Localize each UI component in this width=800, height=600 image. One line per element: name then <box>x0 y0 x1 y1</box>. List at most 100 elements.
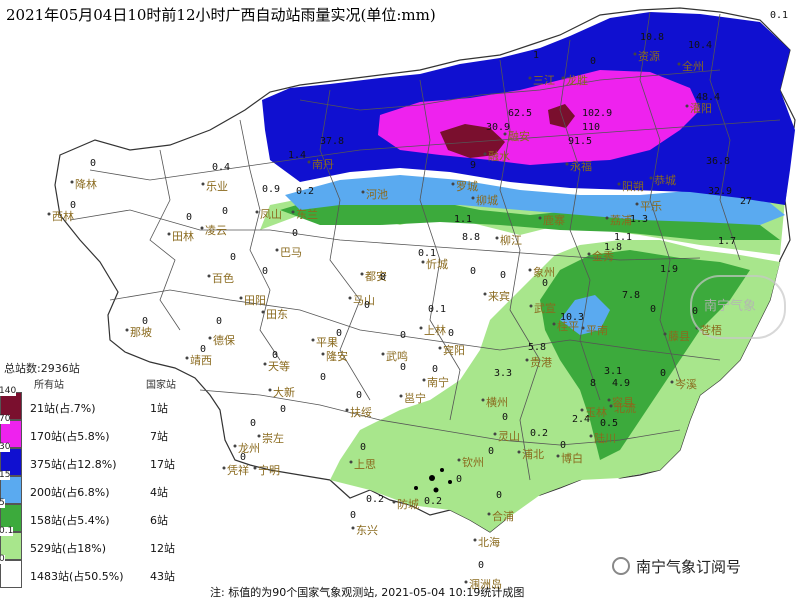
station-dot <box>201 182 205 186</box>
city-label: 都安 <box>365 270 387 283</box>
rainfall-value: 32.9 <box>708 186 733 197</box>
city-label: 岑溪 <box>675 378 697 391</box>
legend-all-count: 375站(占12.8%) <box>30 458 117 471</box>
city-label: 阳朔 <box>622 180 644 193</box>
rainfall-value: 102.9 <box>582 108 613 119</box>
rainfall-value: 1.3 <box>630 214 649 225</box>
rainfall-value: 0 <box>186 212 193 223</box>
rainfall-value: 8.8 <box>462 232 481 243</box>
city-label: 邕宁 <box>404 392 426 405</box>
rainfall-value: 0 <box>478 560 485 571</box>
legend-all-count: 170站(占5.8%) <box>30 430 110 443</box>
station-dot <box>253 466 257 470</box>
city-label: 平果 <box>316 336 338 349</box>
station-dot <box>493 432 497 436</box>
station-dot <box>556 454 560 458</box>
city-label: 钦州 <box>462 456 484 469</box>
station-dot <box>617 182 621 186</box>
station-dot <box>529 304 533 308</box>
legend-threshold: 15 <box>0 470 11 480</box>
legend-national-count: 43站 <box>150 570 175 583</box>
rain-band-15 <box>285 175 785 225</box>
city-label: 罗城 <box>456 180 478 193</box>
city-label: 乐业 <box>206 180 228 193</box>
legend-all-count: 1483站(占50.5%) <box>30 570 124 583</box>
station-dot <box>649 176 653 180</box>
city-label: 恭城 <box>654 174 676 187</box>
rainfall-value: 0 <box>320 372 327 383</box>
city-label: 防城 <box>397 498 419 511</box>
city-label: 田林 <box>172 230 194 243</box>
city-label: 靖西 <box>190 354 212 367</box>
coastal-islands <box>414 468 452 493</box>
station-dot <box>483 292 487 296</box>
city-label: 忻城 <box>426 258 448 271</box>
station-dot <box>167 232 171 236</box>
rain-band-140 <box>440 124 505 158</box>
station-dot <box>351 526 355 530</box>
legend-national-count: 6站 <box>150 514 168 527</box>
rainfall-value: 4.9 <box>612 378 631 389</box>
rainfall-value: 0 <box>432 364 439 375</box>
rainfall-value: 0 <box>216 316 223 327</box>
rainfall-value: 0 <box>470 266 477 277</box>
city-label: 德保 <box>213 334 235 347</box>
city-label: 田阳 <box>244 294 266 307</box>
legend-row: 140 21站(占.7%) 1站 <box>0 387 190 420</box>
rainfall-value: 0 <box>336 328 343 339</box>
city-label: 浦北 <box>522 448 544 461</box>
station-dot <box>607 398 611 402</box>
station-dot <box>635 202 639 206</box>
rainfall-value: 0 <box>356 390 363 401</box>
city-label: 龙胜 <box>566 74 588 87</box>
city-label: 上思 <box>354 458 376 471</box>
city-label: 博白 <box>561 452 583 465</box>
city-label: 百色 <box>212 272 234 285</box>
city-label: 灌阳 <box>690 102 712 115</box>
legend-swatch <box>0 476 22 504</box>
station-dot <box>473 538 477 542</box>
city-label: 那坡 <box>130 326 152 339</box>
legend-all-count: 21站(占.7%) <box>30 402 96 415</box>
city-label: 平乐 <box>640 200 662 213</box>
rain-band-140-b <box>548 104 575 128</box>
city-label: 扶绥 <box>350 406 372 419</box>
city-label: 融水 <box>488 150 510 163</box>
station-dot <box>349 460 353 464</box>
rainfall-value: 2.4 <box>572 414 591 425</box>
city-label: 容县 <box>612 396 634 409</box>
station-dot <box>257 434 261 438</box>
station-dot <box>663 332 667 336</box>
rainfall-value: 0 <box>262 266 269 277</box>
rainfall-value: 3.3 <box>494 368 513 379</box>
stamp-text: 南宁气象 <box>704 299 757 314</box>
rainfall-value: 0 <box>222 206 229 217</box>
station-dot <box>487 512 491 516</box>
station-dot <box>483 152 487 156</box>
rainfall-value: 0 <box>90 158 97 169</box>
city-label: 宾阳 <box>443 344 465 357</box>
rainfall-value: 91.5 <box>568 136 593 147</box>
city-label: 桂平 <box>557 320 579 333</box>
city-label: 苍梧 <box>700 324 722 337</box>
city-label: 凭祥 <box>227 464 249 477</box>
rainfall-value: 0 <box>230 252 237 263</box>
legend-all-count: 529站(占18%) <box>30 542 107 555</box>
rainfall-value: 9 <box>470 160 477 171</box>
city-label: 北海 <box>478 536 500 549</box>
rainfall-value: 0.2 <box>530 428 549 439</box>
city-label: 三江 <box>533 74 555 87</box>
city-label: 崇左 <box>262 432 284 445</box>
rainfall-value: 0.9 <box>262 184 281 195</box>
station-dot <box>392 500 396 504</box>
rainfall-value: 3.1 <box>604 366 623 377</box>
station-dot <box>685 104 689 108</box>
footnote: 注: 标值的为90个国家气象观测站, 2021-05-04 10:19统计成图 <box>210 586 525 599</box>
city-label: 陆川 <box>594 432 616 445</box>
station-dot <box>291 210 295 214</box>
city-label: 来宾 <box>488 290 510 303</box>
station-dot <box>361 190 365 194</box>
city-label: 灵山 <box>498 430 520 443</box>
watermark-stamp: 南宁气象 <box>690 275 786 339</box>
legend-national-count: 1站 <box>150 402 168 415</box>
